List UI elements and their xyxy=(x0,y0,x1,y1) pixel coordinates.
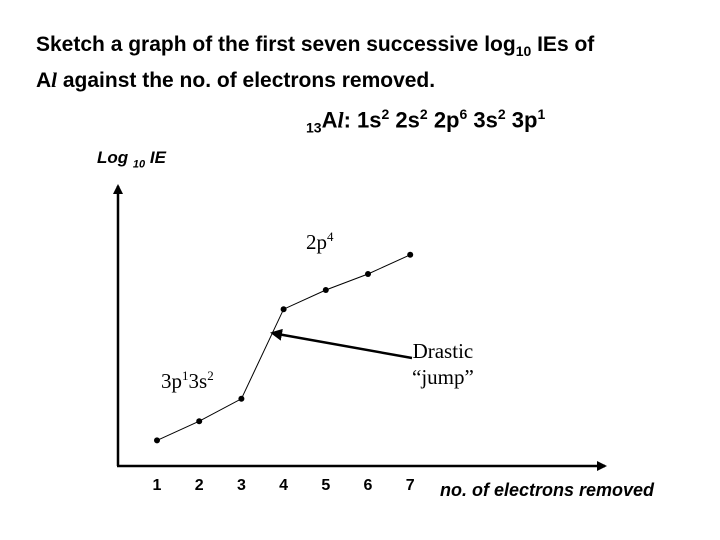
lower-subshell-a: 3p xyxy=(161,369,182,393)
jump-annotation: Drastic “jump” xyxy=(412,338,474,390)
x-tick-label-3: 3 xyxy=(237,477,246,494)
y-axis-label: Log 10 IE xyxy=(97,148,166,170)
title-log-base: 10 xyxy=(515,43,532,60)
config-symbol-a: A xyxy=(321,107,338,133)
lower-subshell-a-sup: 1 xyxy=(182,368,189,383)
jump-annotation-line1: Drastic xyxy=(412,339,474,363)
upper-subshell-sup: 4 xyxy=(327,229,334,244)
x-tick-label-4: 4 xyxy=(279,477,288,494)
config-sup-3: 6 xyxy=(459,106,468,122)
lower-subshell-b-sup: 2 xyxy=(207,368,214,383)
config-part-5: 3p xyxy=(505,107,538,133)
ie-points xyxy=(154,251,414,444)
atomic-number: 13 xyxy=(306,119,322,136)
data-point-2 xyxy=(196,418,203,425)
y-axis-label-ie: IE xyxy=(145,148,166,167)
x-tick-label-7: 7 xyxy=(406,477,415,494)
x-axis-label: no. of electrons removed xyxy=(440,480,655,500)
question-title: Sketch a graph of the first seven succes… xyxy=(36,30,706,95)
data-point-5 xyxy=(322,287,329,293)
lower-subshell-label: 3p13s2 xyxy=(161,368,214,394)
x-tick-labels: 1 2 3 4 5 6 7 xyxy=(153,477,415,494)
x-tick-label-1: 1 xyxy=(153,477,162,494)
config-sup-4: 2 xyxy=(497,106,506,122)
title-symbol-l: l xyxy=(51,68,58,93)
title-symbol-a: A xyxy=(36,69,52,93)
y-axis-label-base: 10 xyxy=(132,158,146,171)
title-line2-post: against the no. of electrons removed. xyxy=(57,69,436,93)
electron-configuration: 13Al: 1s2 2s2 2p6 3s2 3p1 xyxy=(306,106,545,136)
x-tick-label-6: 6 xyxy=(364,477,373,494)
lower-subshell-b: 3s xyxy=(188,369,208,393)
config-sup-2: 2 xyxy=(419,106,428,122)
y-axis-label-log: Log xyxy=(97,148,133,167)
config-sup-1: 2 xyxy=(381,106,390,122)
ie-series-line xyxy=(156,254,411,441)
config-part-2: 2s xyxy=(389,107,420,133)
data-point-4 xyxy=(280,306,287,313)
data-point-6 xyxy=(365,271,371,277)
upper-subshell-base: 2p xyxy=(306,230,327,254)
jump-annotation-line2: “jump” xyxy=(412,365,474,389)
x-tick-label-5: 5 xyxy=(321,477,330,494)
title-line1-post: IEs of xyxy=(531,33,595,56)
config-part-3: 2p xyxy=(427,107,460,133)
jump-arrow xyxy=(270,328,413,360)
data-point-7 xyxy=(407,251,414,258)
config-part-4: 3s xyxy=(467,107,498,133)
data-point-3 xyxy=(238,395,245,402)
x-tick-label-2: 2 xyxy=(195,477,204,494)
data-point-1 xyxy=(154,437,160,444)
upper-subshell-label: 2p4 xyxy=(306,229,334,255)
title-line1-pre: Sketch a graph of the first seven succes… xyxy=(36,33,516,56)
config-part-1: : 1s xyxy=(343,107,382,133)
config-sup-5: 1 xyxy=(537,106,546,122)
config-symbol-l: l xyxy=(337,107,344,133)
